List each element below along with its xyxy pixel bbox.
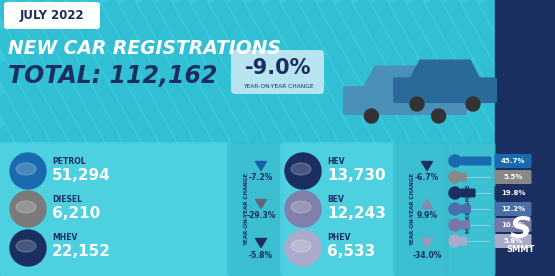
Polygon shape bbox=[255, 200, 266, 208]
Circle shape bbox=[285, 191, 321, 227]
Text: NEW CAR REGISTRATIONS: NEW CAR REGISTRATIONS bbox=[8, 38, 281, 57]
Ellipse shape bbox=[16, 240, 36, 252]
Text: 5.5%: 5.5% bbox=[503, 174, 523, 180]
Text: JULY 2022: JULY 2022 bbox=[19, 9, 84, 22]
Text: -6.7%: -6.7% bbox=[415, 174, 439, 182]
Text: -9.0%: -9.0% bbox=[245, 58, 311, 78]
FancyBboxPatch shape bbox=[280, 142, 396, 276]
Text: 6,533: 6,533 bbox=[327, 245, 375, 259]
Text: 10.9%: 10.9% bbox=[501, 222, 525, 228]
Text: 22,152: 22,152 bbox=[52, 245, 111, 259]
FancyBboxPatch shape bbox=[461, 221, 470, 230]
Text: -5.8%: -5.8% bbox=[249, 251, 273, 259]
FancyBboxPatch shape bbox=[495, 202, 532, 216]
FancyBboxPatch shape bbox=[343, 86, 467, 115]
Text: 5.8%: 5.8% bbox=[503, 238, 523, 244]
Polygon shape bbox=[255, 161, 266, 171]
Ellipse shape bbox=[291, 201, 311, 213]
Polygon shape bbox=[421, 200, 432, 208]
Text: PHEV: PHEV bbox=[327, 233, 350, 243]
Circle shape bbox=[466, 97, 480, 111]
Ellipse shape bbox=[291, 163, 311, 175]
Circle shape bbox=[10, 230, 46, 266]
Circle shape bbox=[365, 109, 379, 123]
Text: YEAR-ON-YEAR CHANGE: YEAR-ON-YEAR CHANGE bbox=[245, 172, 250, 246]
FancyBboxPatch shape bbox=[227, 142, 283, 276]
Circle shape bbox=[449, 235, 461, 247]
Circle shape bbox=[449, 155, 461, 167]
FancyBboxPatch shape bbox=[461, 237, 467, 245]
FancyBboxPatch shape bbox=[495, 234, 532, 248]
Circle shape bbox=[449, 171, 461, 183]
Text: MHEV: MHEV bbox=[52, 233, 77, 243]
FancyBboxPatch shape bbox=[461, 205, 471, 214]
Text: 13,730: 13,730 bbox=[327, 168, 386, 182]
Circle shape bbox=[432, 109, 446, 123]
Text: TOTAL: 112,162: TOTAL: 112,162 bbox=[8, 64, 218, 88]
Bar bbox=[495, 0, 555, 276]
FancyBboxPatch shape bbox=[495, 218, 532, 232]
Text: YEAR-ON-YEAR CHANGE: YEAR-ON-YEAR CHANGE bbox=[243, 84, 314, 89]
FancyBboxPatch shape bbox=[461, 189, 476, 198]
FancyBboxPatch shape bbox=[461, 172, 467, 182]
Text: 9.9%: 9.9% bbox=[416, 211, 437, 221]
Polygon shape bbox=[421, 161, 432, 171]
Bar bbox=[0, 144, 495, 276]
Text: 6,210: 6,210 bbox=[52, 206, 100, 221]
Ellipse shape bbox=[291, 240, 311, 252]
Text: 12,243: 12,243 bbox=[327, 206, 386, 221]
FancyBboxPatch shape bbox=[0, 142, 231, 276]
Text: 19.8%: 19.8% bbox=[501, 190, 525, 196]
Ellipse shape bbox=[16, 163, 36, 175]
Ellipse shape bbox=[16, 201, 36, 213]
Polygon shape bbox=[363, 66, 447, 88]
Text: HEV: HEV bbox=[327, 156, 345, 166]
Text: MARKET SHARE: MARKET SHARE bbox=[466, 185, 471, 233]
Text: SMMT: SMMT bbox=[507, 245, 535, 253]
Circle shape bbox=[449, 203, 461, 215]
FancyBboxPatch shape bbox=[495, 154, 532, 168]
Circle shape bbox=[10, 153, 46, 189]
Polygon shape bbox=[255, 238, 266, 248]
Text: BEV: BEV bbox=[327, 195, 344, 203]
FancyBboxPatch shape bbox=[446, 142, 496, 276]
Circle shape bbox=[410, 97, 424, 111]
Circle shape bbox=[449, 187, 461, 199]
Text: 12.2%: 12.2% bbox=[501, 206, 525, 212]
Text: 51,294: 51,294 bbox=[52, 168, 111, 182]
FancyBboxPatch shape bbox=[461, 156, 492, 166]
Text: -7.2%: -7.2% bbox=[249, 174, 273, 182]
Text: YEAR-ON-YEAR CHANGE: YEAR-ON-YEAR CHANGE bbox=[411, 172, 416, 246]
FancyBboxPatch shape bbox=[393, 77, 497, 103]
Text: S: S bbox=[510, 214, 532, 243]
FancyBboxPatch shape bbox=[231, 50, 324, 94]
Circle shape bbox=[10, 191, 46, 227]
Text: DIESEL: DIESEL bbox=[52, 195, 82, 203]
FancyBboxPatch shape bbox=[495, 170, 532, 184]
Text: -34.0%: -34.0% bbox=[412, 251, 442, 259]
Text: 45.7%: 45.7% bbox=[501, 158, 525, 164]
FancyBboxPatch shape bbox=[4, 2, 100, 29]
Circle shape bbox=[449, 219, 461, 231]
Text: PETROL: PETROL bbox=[52, 156, 85, 166]
FancyBboxPatch shape bbox=[495, 186, 532, 200]
Polygon shape bbox=[421, 238, 432, 248]
Circle shape bbox=[285, 230, 321, 266]
FancyBboxPatch shape bbox=[393, 142, 449, 276]
Polygon shape bbox=[410, 60, 480, 79]
Circle shape bbox=[285, 153, 321, 189]
Text: -29.3%: -29.3% bbox=[246, 211, 276, 221]
